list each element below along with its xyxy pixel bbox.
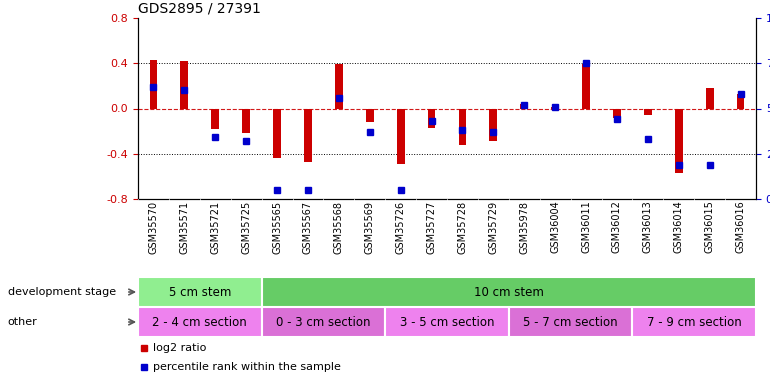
Bar	[262, 307, 385, 337]
Bar	[644, 108, 651, 115]
Text: GSM35565: GSM35565	[272, 201, 282, 254]
Bar	[138, 277, 262, 307]
Bar	[521, 104, 528, 108]
Text: GSM35570: GSM35570	[149, 201, 159, 254]
Text: GSM35568: GSM35568	[334, 201, 344, 254]
Text: GSM35729: GSM35729	[488, 201, 498, 254]
Bar	[582, 64, 590, 108]
Bar	[149, 60, 157, 108]
Bar	[273, 108, 281, 158]
Bar	[613, 108, 621, 117]
Bar	[180, 61, 188, 108]
Text: 0 - 3 cm section: 0 - 3 cm section	[276, 315, 370, 328]
Text: development stage: development stage	[8, 287, 115, 297]
Bar	[737, 94, 745, 108]
Bar	[551, 107, 559, 108]
Text: GSM36014: GSM36014	[674, 201, 684, 253]
Text: GSM35571: GSM35571	[179, 201, 189, 254]
Text: 2 - 4 cm section: 2 - 4 cm section	[152, 315, 247, 328]
Text: GSM35567: GSM35567	[303, 201, 313, 254]
Text: 3 - 5 cm section: 3 - 5 cm section	[400, 315, 494, 328]
Text: GSM36015: GSM36015	[705, 201, 715, 254]
Text: GSM36004: GSM36004	[550, 201, 560, 253]
Text: GSM35978: GSM35978	[519, 201, 529, 254]
Bar	[366, 108, 373, 122]
Text: GSM36016: GSM36016	[735, 201, 745, 253]
Text: GSM35569: GSM35569	[365, 201, 375, 254]
Text: other: other	[8, 317, 38, 327]
Text: 10 cm stem: 10 cm stem	[474, 285, 544, 298]
Text: GSM36013: GSM36013	[643, 201, 653, 253]
Bar	[509, 307, 632, 337]
Text: GSM35726: GSM35726	[396, 201, 406, 254]
Bar	[706, 88, 714, 108]
Bar	[632, 307, 756, 337]
Text: 5 - 7 cm section: 5 - 7 cm section	[524, 315, 618, 328]
Text: GSM36011: GSM36011	[581, 201, 591, 253]
Bar	[427, 108, 435, 128]
Bar	[262, 277, 756, 307]
Bar	[335, 64, 343, 108]
Text: GSM36012: GSM36012	[612, 201, 622, 254]
Text: GSM35721: GSM35721	[210, 201, 220, 254]
Text: percentile rank within the sample: percentile rank within the sample	[153, 362, 341, 372]
Text: GSM35725: GSM35725	[241, 201, 251, 254]
Text: log2 ratio: log2 ratio	[153, 343, 207, 352]
Bar	[138, 307, 262, 337]
Bar	[243, 108, 250, 134]
Bar	[459, 108, 467, 145]
Bar	[385, 307, 509, 337]
Bar	[397, 108, 404, 164]
Text: GSM35727: GSM35727	[427, 201, 437, 254]
Bar	[304, 108, 312, 162]
Bar	[490, 108, 497, 141]
Bar	[212, 108, 219, 129]
Bar	[675, 108, 683, 173]
Text: GSM35728: GSM35728	[457, 201, 467, 254]
Text: GDS2895 / 27391: GDS2895 / 27391	[138, 2, 261, 16]
Text: 7 - 9 cm section: 7 - 9 cm section	[647, 315, 742, 328]
Text: 5 cm stem: 5 cm stem	[169, 285, 231, 298]
